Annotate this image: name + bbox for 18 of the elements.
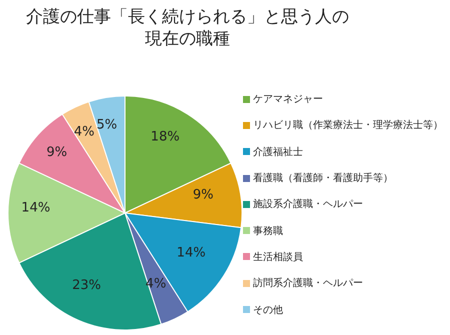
legend-label: その他 bbox=[252, 304, 284, 318]
legend-label: 看護職（看護師・看護助手等） bbox=[252, 172, 394, 186]
data-label: 18% bbox=[150, 129, 180, 144]
data-label: 23% bbox=[72, 278, 101, 293]
legend-label: ケアマネジャー bbox=[252, 93, 324, 108]
data-label: 4% bbox=[74, 124, 94, 140]
data-label: 14% bbox=[21, 200, 50, 216]
legend-label: 生活相談員 bbox=[252, 250, 304, 265]
data-label: 14% bbox=[176, 246, 206, 261]
legend-label: 訪問系介護職・ヘルパー bbox=[252, 276, 364, 292]
legend-label: リハビリ職（作業療法士・理学療法士等） bbox=[252, 118, 444, 134]
legend-label: 施設系介護職・ヘルパー bbox=[252, 198, 364, 212]
legend-label: 介護福祉士 bbox=[252, 146, 304, 160]
chart-title: 介護の仕事「長く続けられる」と思う人の現在の職種 bbox=[25, 6, 350, 50]
data-label: 9% bbox=[46, 144, 68, 160]
legend-label: 事務職 bbox=[252, 224, 284, 239]
data-label: 9% bbox=[192, 187, 214, 202]
data-label: 5% bbox=[96, 117, 118, 132]
